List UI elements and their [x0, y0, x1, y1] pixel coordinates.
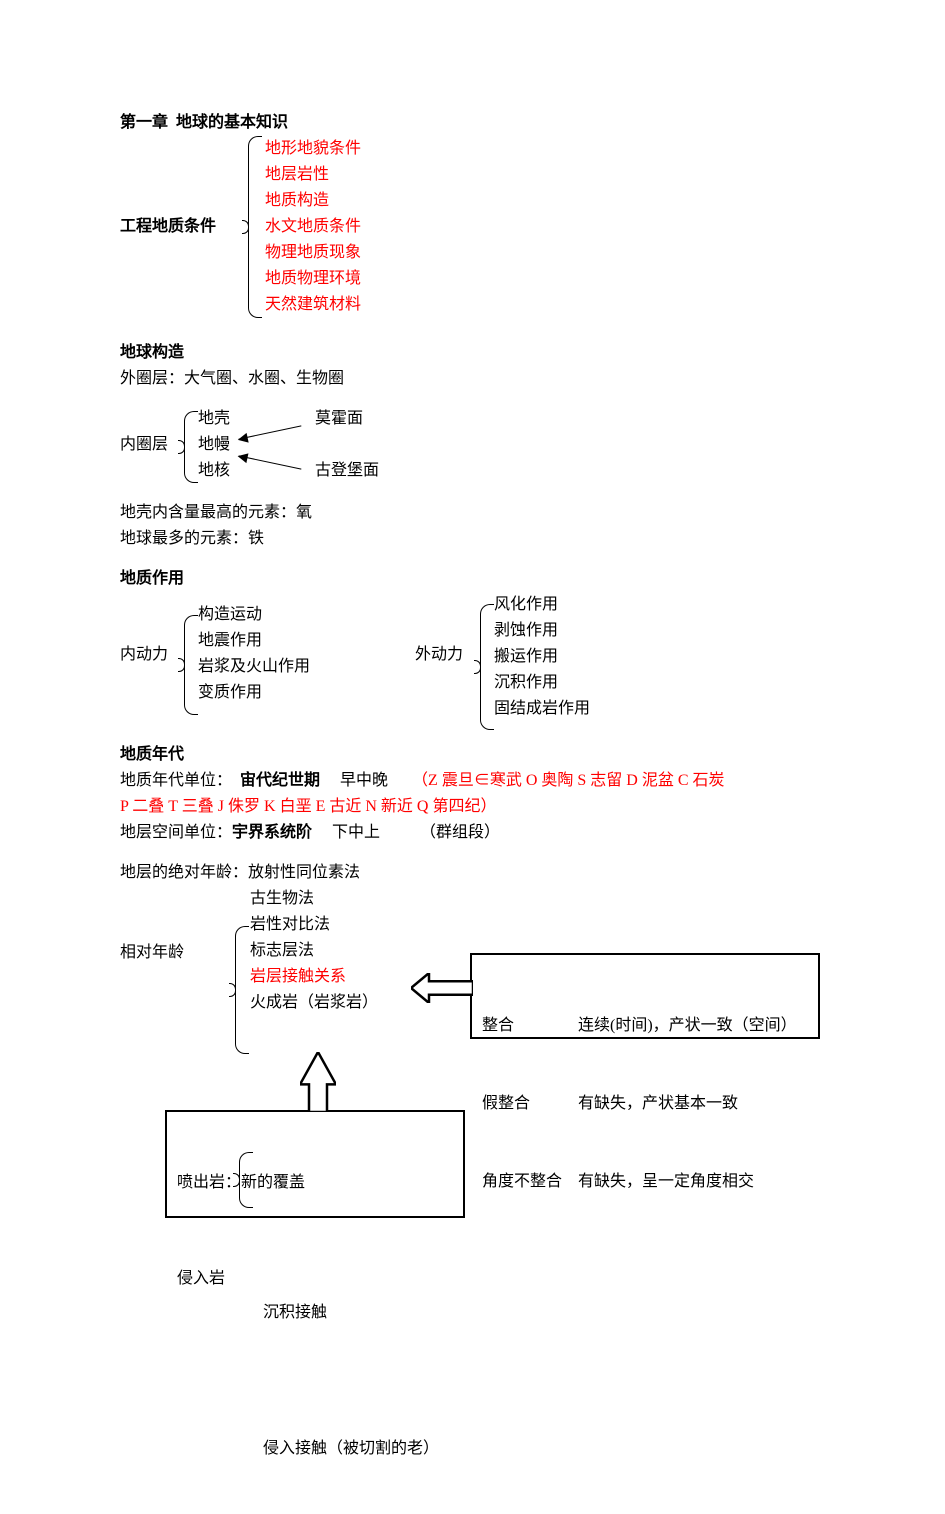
- annot2-root: 侵入岩: [177, 1266, 225, 1292]
- s1-item: 地质物理环境: [265, 266, 361, 292]
- s2-outer: 外圈层：大气圈、水圈、生物圈: [120, 366, 825, 392]
- s2-inner-block: 内圈层 地壳 地幔 地核 莫霍面 古登堡面: [120, 406, 825, 486]
- annot2-line1: 喷出岩：新的覆盖: [177, 1170, 453, 1196]
- annot2-item: 侵入接触（被切割的老）: [263, 1436, 439, 1462]
- s4-space-tail: （群组段）: [380, 824, 500, 841]
- s2-disc1: 莫霍面: [315, 406, 363, 432]
- s2-heading: 地球构造: [120, 340, 825, 366]
- s2-inner-item: 地核: [198, 458, 230, 484]
- s1-item: 地质构造: [265, 188, 361, 214]
- annot1-row: 假整合有缺失，产状基本一致: [482, 1091, 808, 1117]
- s4-unit-line: 地质年代单位： 宙代纪世期 早中晚 （Z 震旦∈寒武 O 奥陶 S 志留 D 泥…: [120, 768, 825, 794]
- s4-unit-prefix: 地质年代单位：: [120, 772, 240, 789]
- annot1-v: 有缺失，产状基本一致: [578, 1095, 738, 1112]
- s4-rel-item: 岩性对比法: [250, 912, 378, 938]
- s4-codes1: （Z 震旦∈寒武 O 奥陶 S 志留 D 泥盆 C 石炭: [388, 772, 724, 789]
- s4-rel-root: 相对年龄: [120, 940, 184, 966]
- annot-box-contacts: 整合连续(时间)，产状一致（空间） 假整合有缺失，产状基本一致 角度不整合有缺失…: [470, 953, 820, 1039]
- s4-rel-item: 火成岩（岩浆岩）: [250, 990, 378, 1016]
- s4-unit-bold: 宙代纪世期: [240, 772, 320, 789]
- s2-inner-item: 地幔: [198, 432, 230, 458]
- s4-space-mid: 下中上: [312, 824, 380, 841]
- annot1-v: 有缺失，呈一定角度相交: [578, 1173, 754, 1190]
- s4-rel-item: 标志层法: [250, 938, 378, 964]
- s4-codes2: P 二叠 T 三叠 J 侏罗 K 白垩 E 古近 N 新近 Q 第四纪）: [120, 794, 825, 820]
- s1-block: 工程地质条件 地形地貌条件 地层岩性 地质构造 水文地质条件 物理地质现象 地质…: [120, 136, 825, 326]
- s4-space-prefix: 地层空间单位：: [120, 824, 232, 841]
- s3-right-item: 风化作用: [494, 592, 590, 618]
- s3-right-item: 剥蚀作用: [494, 618, 590, 644]
- s3-right-item: 沉积作用: [494, 670, 590, 696]
- s3-right-root: 外动力: [415, 642, 463, 668]
- s3-left-item: 变质作用: [198, 680, 310, 706]
- annot2-item: 沉积接触: [263, 1300, 439, 1326]
- s3-block: 内动力 构造运动 地震作用 岩浆及火山作用 变质作用 外动力 风化作用 剥蚀作用…: [120, 592, 825, 728]
- s4-rel-item-red: 岩层接触关系: [250, 964, 378, 990]
- s1-root: 工程地质条件: [120, 214, 216, 240]
- block-arrow-icon: [411, 973, 473, 1003]
- s2-fact2: 地球最多的元素：铁: [120, 526, 825, 552]
- brace-icon: [248, 136, 262, 318]
- s1-item: 水文地质条件: [265, 214, 361, 240]
- s1-item: 地形地貌条件: [265, 136, 361, 162]
- s3-left-item: 构造运动: [198, 602, 310, 628]
- page: 第一章 地球的基本知识 工程地质条件 地形地貌条件 地层岩性 地质构造 水文地质…: [0, 0, 945, 1337]
- s1-item: 地层岩性: [265, 162, 361, 188]
- annot1-row: 整合连续(时间)，产状一致（空间）: [482, 1013, 808, 1039]
- brace-icon: [184, 411, 198, 483]
- brace-icon: [184, 615, 198, 715]
- s1-item: 天然建筑材料: [265, 292, 361, 318]
- annot1-k: 角度不整合: [482, 1169, 578, 1195]
- block-arrow-icon: [300, 1052, 336, 1112]
- s4-abs-age: 地层的绝对年龄：放射性同位素法: [120, 860, 825, 886]
- brace-icon: [235, 926, 249, 1054]
- s3-left-root: 内动力: [120, 642, 168, 668]
- annot1-k: 假整合: [482, 1091, 578, 1117]
- annot1-row: 角度不整合有缺失，呈一定角度相交: [482, 1169, 808, 1195]
- s4-space-line: 地层空间单位：宇界系统阶 下中上 （群组段）: [120, 820, 825, 846]
- s4-unit-mid: 早中晚: [320, 772, 388, 789]
- s3-right-item: 固结成岩作用: [494, 696, 590, 722]
- s3-right-item: 搬运作用: [494, 644, 590, 670]
- s4-rel-item: 古生物法: [250, 886, 378, 912]
- s2-fact1: 地壳内含量最高的元素：氧: [120, 500, 825, 526]
- s3-left-item: 岩浆及火山作用: [198, 654, 310, 680]
- s3-left-item: 地震作用: [198, 628, 310, 654]
- s4-heading: 地质年代: [120, 742, 825, 768]
- s2-disc2: 古登堡面: [315, 458, 379, 484]
- s2-inner-item: 地壳: [198, 406, 230, 432]
- chapter-title: 第一章 地球的基本知识: [120, 110, 825, 136]
- brace-icon: [480, 604, 494, 730]
- annot1-k: 整合: [482, 1013, 578, 1039]
- annot1-v: 连续(时间)，产状一致（空间）: [578, 1017, 797, 1034]
- s3-heading: 地质作用: [120, 566, 825, 592]
- annot-box-igneous: 喷出岩：新的覆盖 侵入岩 沉积接触 侵入接触（被切割的老）: [165, 1110, 465, 1218]
- s4-space-bold: 宇界系统阶: [232, 824, 312, 841]
- s2-inner-root: 内圈层: [120, 432, 168, 458]
- brace-icon: [239, 1152, 253, 1208]
- s1-item: 物理地质现象: [265, 240, 361, 266]
